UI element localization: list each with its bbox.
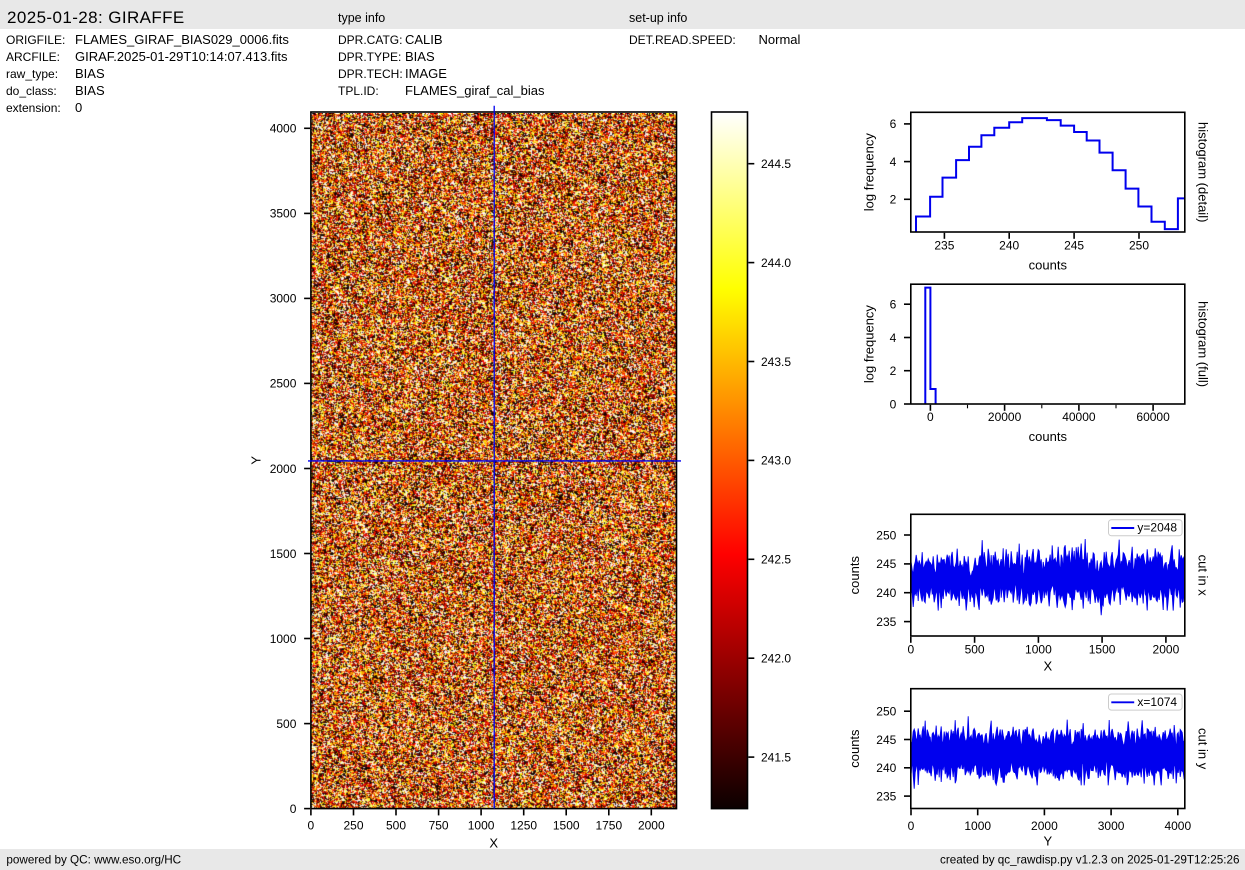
svg-text:240: 240 — [999, 239, 1019, 253]
svg-text:X: X — [1043, 659, 1052, 674]
svg-text:1000: 1000 — [1025, 643, 1052, 657]
svg-text:1500: 1500 — [270, 547, 297, 561]
svg-text:243.5: 243.5 — [761, 355, 791, 369]
svg-text:235: 235 — [934, 239, 954, 253]
svg-text:Normal: Normal — [759, 32, 801, 47]
svg-text:type info: type info — [338, 11, 385, 25]
svg-text:Y: Y — [1043, 834, 1052, 849]
svg-text:0: 0 — [290, 802, 297, 816]
svg-text:4: 4 — [890, 331, 897, 345]
svg-text:60000: 60000 — [1136, 410, 1170, 424]
svg-text:2: 2 — [890, 193, 897, 207]
svg-text:20000: 20000 — [988, 410, 1022, 424]
svg-text:raw_type:: raw_type: — [6, 67, 58, 81]
svg-text:log frequency: log frequency — [862, 305, 877, 384]
svg-text:0: 0 — [890, 397, 897, 411]
svg-text:extension:: extension: — [6, 101, 61, 115]
svg-text:counts: counts — [847, 729, 862, 768]
svg-text:500: 500 — [386, 819, 406, 833]
svg-text:0: 0 — [927, 410, 934, 424]
svg-text:IMAGE: IMAGE — [405, 66, 447, 81]
svg-text:500: 500 — [276, 717, 296, 731]
svg-text:counts: counts — [1029, 429, 1068, 444]
svg-text:500: 500 — [965, 643, 985, 657]
svg-text:2000: 2000 — [638, 819, 665, 833]
svg-text:counts: counts — [1029, 258, 1068, 273]
svg-text:750: 750 — [429, 819, 449, 833]
svg-text:DET.READ.SPEED:: DET.READ.SPEED: — [629, 33, 736, 47]
svg-text:powered by QC: www.eso.org/HC: powered by QC: www.eso.org/HC — [6, 854, 181, 867]
svg-text:40000: 40000 — [1062, 410, 1096, 424]
svg-text:4: 4 — [890, 155, 897, 169]
svg-text:242.5: 242.5 — [761, 553, 791, 567]
svg-text:histogram (full): histogram (full) — [1196, 301, 1211, 387]
svg-text:240: 240 — [876, 761, 896, 775]
svg-text:TPL.ID:: TPL.ID: — [338, 84, 379, 98]
svg-text:do_class:: do_class: — [6, 84, 57, 98]
svg-text:244.5: 244.5 — [761, 157, 791, 171]
svg-text:1250: 1250 — [510, 819, 537, 833]
svg-text:y=2048: y=2048 — [1137, 521, 1177, 535]
svg-text:x=1074: x=1074 — [1137, 695, 1177, 709]
svg-text:4000: 4000 — [270, 122, 297, 136]
svg-text:CALIB: CALIB — [405, 32, 443, 47]
svg-text:6: 6 — [890, 298, 897, 312]
svg-text:245: 245 — [1064, 239, 1084, 253]
svg-text:241.5: 241.5 — [761, 750, 791, 764]
svg-text:created by qc_rawdisp.py v1.2.: created by qc_rawdisp.py v1.2.3 on 2025-… — [940, 854, 1240, 867]
svg-text:1750: 1750 — [595, 819, 622, 833]
svg-text:X: X — [489, 836, 498, 851]
svg-text:2500: 2500 — [270, 377, 297, 391]
svg-text:DPR.TYPE:: DPR.TYPE: — [338, 50, 401, 64]
svg-text:log frequency: log frequency — [862, 133, 877, 212]
svg-text:250: 250 — [876, 528, 896, 542]
svg-text:1500: 1500 — [553, 819, 580, 833]
svg-text:3500: 3500 — [270, 207, 297, 221]
svg-text:FLAMES_GIRAF_BIAS029_0006.fits: FLAMES_GIRAF_BIAS029_0006.fits — [75, 32, 289, 47]
svg-text:GIRAF.2025-01-29T10:14:07.413.: GIRAF.2025-01-29T10:14:07.413.fits — [75, 49, 288, 64]
svg-text:cut in x: cut in x — [1196, 555, 1211, 597]
svg-text:250: 250 — [1129, 239, 1149, 253]
svg-text:0: 0 — [907, 643, 914, 657]
svg-text:DPR.CATG:: DPR.CATG: — [338, 33, 402, 47]
svg-text:235: 235 — [876, 789, 896, 803]
svg-text:250: 250 — [343, 819, 363, 833]
svg-text:BIAS: BIAS — [75, 66, 105, 81]
svg-text:1000: 1000 — [964, 819, 991, 833]
svg-text:ARCFILE:: ARCFILE: — [6, 50, 60, 64]
svg-text:1500: 1500 — [1089, 643, 1116, 657]
svg-text:histogram (detail): histogram (detail) — [1196, 122, 1211, 222]
svg-text:ORIGFILE:: ORIGFILE: — [6, 33, 65, 47]
svg-text:3000: 3000 — [1098, 819, 1125, 833]
svg-text:Y: Y — [249, 456, 264, 465]
svg-text:BIAS: BIAS — [75, 83, 105, 98]
svg-text:2000: 2000 — [270, 462, 297, 476]
svg-text:243.0: 243.0 — [761, 454, 791, 468]
svg-text:245: 245 — [876, 557, 896, 571]
svg-text:3000: 3000 — [270, 292, 297, 306]
svg-text:4000: 4000 — [1164, 819, 1191, 833]
svg-text:6: 6 — [890, 117, 897, 131]
svg-text:244.0: 244.0 — [761, 256, 791, 270]
svg-text:240: 240 — [876, 586, 896, 600]
svg-text:2: 2 — [890, 364, 897, 378]
svg-text:BIAS: BIAS — [405, 49, 435, 64]
svg-text:1000: 1000 — [270, 632, 297, 646]
svg-text:2000: 2000 — [1031, 819, 1058, 833]
svg-text:set-up info: set-up info — [629, 11, 687, 25]
svg-text:0: 0 — [308, 819, 315, 833]
svg-text:2000: 2000 — [1153, 643, 1180, 657]
svg-text:1000: 1000 — [468, 819, 495, 833]
svg-text:2025-01-28: GIRAFFE: 2025-01-28: GIRAFFE — [7, 8, 185, 27]
svg-text:235: 235 — [876, 615, 896, 629]
svg-text:cut in y: cut in y — [1196, 728, 1211, 770]
svg-text:242.0: 242.0 — [761, 652, 791, 666]
svg-text:250: 250 — [876, 705, 896, 719]
svg-text:0: 0 — [75, 100, 82, 115]
svg-text:DPR.TECH:: DPR.TECH: — [338, 67, 403, 81]
svg-text:counts: counts — [847, 556, 862, 595]
svg-text:245: 245 — [876, 733, 896, 747]
svg-text:FLAMES_giraf_cal_bias: FLAMES_giraf_cal_bias — [405, 83, 545, 98]
svg-text:0: 0 — [908, 819, 915, 833]
